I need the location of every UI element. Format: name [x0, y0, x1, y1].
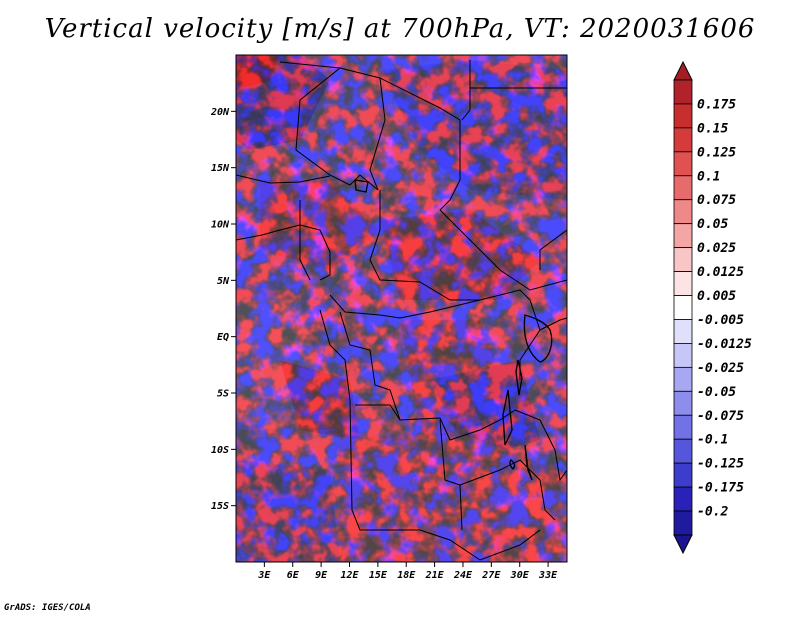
lon-tick-label: 21E — [425, 570, 445, 581]
lat-tick-label: 10N — [211, 220, 230, 231]
colorbar-segment — [673, 343, 693, 368]
colorbar-label: 0.15 — [697, 121, 728, 136]
colorbar-label: -0.1 — [697, 433, 728, 448]
lat-tick-label: 5N — [217, 276, 230, 287]
lon-tick-label: 24E — [453, 570, 473, 581]
colorbar-label: -0.05 — [697, 385, 736, 400]
colorbar-segment — [673, 414, 693, 440]
lon-tick-label: 9E — [315, 570, 328, 581]
colorbar-segment — [673, 390, 693, 416]
lat-tick-label: EQ — [217, 332, 229, 343]
plot-frame — [235, 54, 568, 563]
colorbar-segment — [673, 295, 693, 320]
colorbar-segment — [673, 271, 693, 296]
lon-tick-label: 3E — [257, 570, 271, 581]
colorbar-segment — [673, 366, 693, 392]
colorbar-segment — [673, 486, 693, 512]
lon-tick-label: 27E — [481, 570, 501, 581]
longitude-axis: 3E 6E 9E 12E 15E 18E 21E 24E 27E 30E 33E — [257, 562, 558, 581]
lat-tick-label: 20N — [210, 107, 230, 118]
colorbar-top-arrow — [673, 60, 693, 81]
colorbar-label: 0.1 — [697, 169, 720, 184]
colorbar-label: 0.0125 — [697, 265, 744, 280]
grads-credit: GrADS: IGES/COLA — [4, 603, 91, 613]
lat-tick-label: 15S — [211, 501, 229, 512]
colorbar-label: -0.0125 — [697, 337, 752, 352]
colorbar-segment — [673, 247, 693, 272]
lon-tick-label: 6E — [287, 570, 300, 581]
colorbar-bottom-arrow — [673, 534, 693, 555]
lat-tick-label: 5S — [217, 389, 229, 400]
colorbar-label: -0.005 — [697, 313, 744, 328]
colorbar-segment — [673, 510, 693, 536]
lat-tick-label: 10S — [211, 445, 229, 456]
latitude-axis: 20N 15N 10N 5N EQ 5S 10S 15S — [210, 107, 236, 512]
colorbar: 0.175 0.15 0.125 0.1 0.075 0.05 0.025 0.0125 0.0… — [673, 60, 752, 555]
lon-tick-label: 12E — [340, 570, 359, 581]
lakes — [354, 179, 553, 481]
lon-tick-label: 33E — [538, 570, 558, 581]
lat-tick-label: 15N — [211, 163, 230, 174]
colorbar-label: 0.005 — [697, 289, 736, 304]
colorbar-segment — [673, 438, 693, 464]
colorbar-segment — [673, 175, 693, 201]
colorbar-segment — [673, 462, 693, 488]
lon-tick-label: 15E — [369, 570, 388, 581]
colorbar-label: -0.075 — [697, 409, 744, 424]
colorbar-segment — [673, 199, 693, 225]
lon-tick-label: 30E — [510, 570, 530, 581]
velocity-field-texture — [236, 55, 567, 562]
colorbar-segment — [673, 151, 693, 177]
colorbar-segment — [673, 127, 693, 153]
colorbar-label: 0.175 — [697, 97, 736, 112]
country-boundaries — [236, 60, 567, 561]
colorbar-label: 0.125 — [697, 145, 736, 160]
colorbar-label: 0.05 — [697, 217, 728, 232]
colorbar-segment — [673, 103, 693, 129]
colorbar-segment — [673, 79, 693, 105]
colorbar-label: 0.075 — [697, 193, 736, 208]
colorbar-label: -0.025 — [697, 361, 744, 376]
colorbar-segment — [673, 223, 693, 249]
colorbar-label: 0.025 — [697, 241, 736, 256]
map-plot-area — [236, 55, 567, 562]
plot-title: Vertical velocity [m/s] at 700hPa, VT: 2… — [44, 14, 756, 44]
colorbar-label: -0.2 — [697, 505, 728, 520]
colorbar-label: -0.125 — [697, 457, 744, 472]
colorbar-label: -0.175 — [697, 481, 744, 496]
lon-tick-label: 18E — [397, 570, 416, 581]
colorbar-segment — [673, 319, 693, 344]
